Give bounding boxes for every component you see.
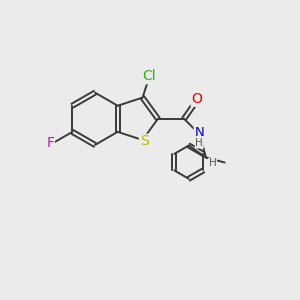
Text: O: O — [191, 92, 202, 106]
Text: H: H — [195, 138, 203, 148]
Text: H: H — [209, 158, 216, 169]
Text: S: S — [140, 134, 148, 148]
Text: N: N — [194, 126, 204, 139]
Text: Cl: Cl — [142, 69, 156, 83]
Text: F: F — [46, 136, 54, 150]
